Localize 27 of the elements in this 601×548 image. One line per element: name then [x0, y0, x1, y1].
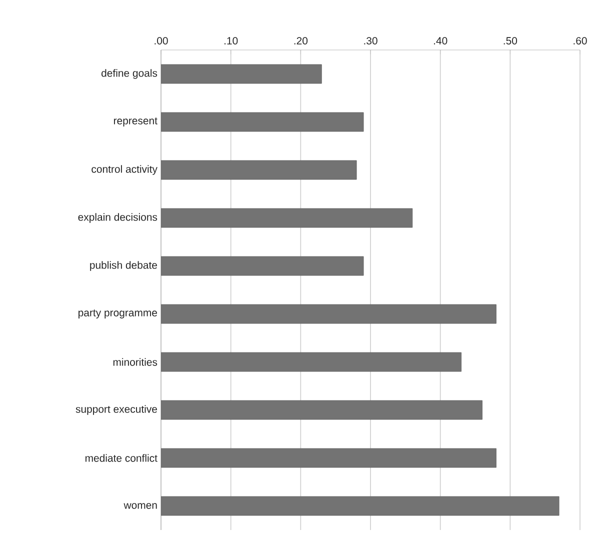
y-tick-label: define goals	[102, 69, 158, 79]
bar	[161, 64, 322, 84]
bar	[161, 112, 364, 132]
x-tick-label: .20	[294, 37, 308, 44]
x-tick-label: .50	[504, 37, 518, 44]
y-tick-label: support executive	[76, 405, 157, 415]
y-tick-label: minorities	[113, 358, 158, 366]
bar	[161, 352, 462, 372]
x-tick-label: .10	[224, 37, 238, 44]
y-tick-label: mediate conflict	[85, 454, 158, 462]
bar	[161, 160, 357, 180]
x-tick-label: .00	[154, 37, 168, 44]
bar	[161, 448, 496, 468]
y-tick-label: represent	[114, 118, 158, 126]
bar	[161, 208, 413, 228]
y-tick-label: explain decisions	[78, 213, 158, 223]
x-tick-label: .40	[434, 37, 448, 44]
x-tick-label: .30	[364, 37, 378, 44]
y-tick-label: women	[124, 503, 157, 509]
bar	[161, 496, 560, 516]
y-tick-label: party programme	[78, 310, 157, 318]
x-tick-label: .60	[574, 37, 587, 44]
y-tick-label: publish debate	[90, 261, 157, 271]
bar	[161, 400, 482, 420]
bar	[161, 304, 496, 324]
bar	[161, 256, 364, 276]
y-tick-label: control activity	[92, 165, 158, 175]
